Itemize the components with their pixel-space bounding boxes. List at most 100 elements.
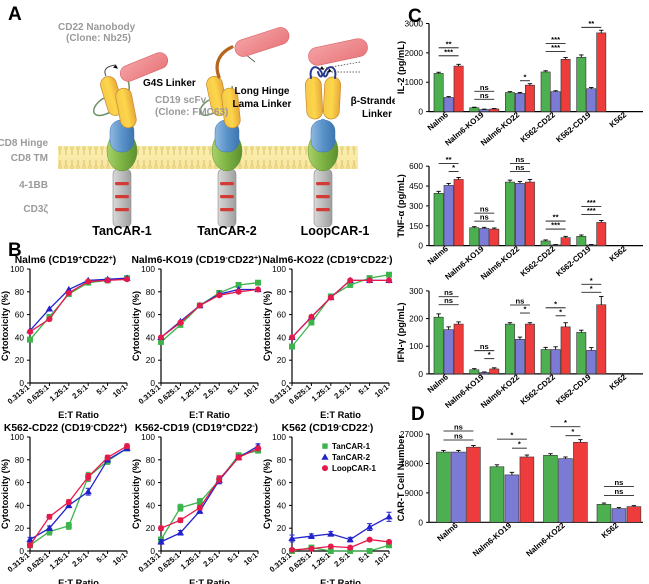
svg-text:100: 100 xyxy=(10,432,24,442)
svg-text:CD8 TM: CD8 TM xyxy=(11,153,48,164)
svg-text:TanCAR-2: TanCAR-2 xyxy=(197,224,257,238)
svg-text:100: 100 xyxy=(272,264,286,274)
svg-text:2.5:1: 2.5:1 xyxy=(201,382,221,401)
svg-text:K562: K562 xyxy=(608,372,629,392)
svg-text:Cytotoxicity (%): Cytotoxicity (%) xyxy=(262,459,272,529)
svg-text:0: 0 xyxy=(418,107,423,117)
svg-text:E:T Ratio: E:T Ratio xyxy=(58,410,99,420)
svg-text:1.25:1: 1.25:1 xyxy=(179,550,202,571)
svg-text:10:1: 10:1 xyxy=(111,382,129,399)
svg-text:K562-CD19: K562-CD19 xyxy=(554,110,593,144)
svg-text:200: 200 xyxy=(409,314,423,324)
svg-text:0.625:1: 0.625:1 xyxy=(25,382,51,406)
svg-text:100: 100 xyxy=(409,341,423,351)
svg-text:*: * xyxy=(554,299,557,308)
svg-text:*: * xyxy=(590,284,593,293)
svg-text:ns: ns xyxy=(480,213,489,222)
svg-text:***: *** xyxy=(551,221,560,230)
svg-text:80: 80 xyxy=(146,455,156,465)
svg-text:80: 80 xyxy=(15,287,25,297)
svg-text:E:T Ratio: E:T Ratio xyxy=(320,410,361,420)
svg-text:*: * xyxy=(510,431,513,440)
svg-text:40: 40 xyxy=(15,500,25,510)
svg-text:E:T Ratio: E:T Ratio xyxy=(320,578,361,584)
svg-text:0.625:1: 0.625:1 xyxy=(156,382,182,406)
svg-text:10:1: 10:1 xyxy=(373,550,391,567)
svg-text:100: 100 xyxy=(141,432,155,442)
svg-text:300: 300 xyxy=(409,286,423,296)
svg-text:***: *** xyxy=(444,47,453,56)
svg-text:2.5:1: 2.5:1 xyxy=(70,382,90,401)
svg-text:2.5:1: 2.5:1 xyxy=(70,550,90,569)
svg-text:Long Hinge: Long Hinge xyxy=(235,86,290,97)
svg-text:Cytotoxicity (%): Cytotoxicity (%) xyxy=(131,459,141,529)
svg-text:*: * xyxy=(488,350,491,359)
svg-text:80: 80 xyxy=(146,287,156,297)
svg-text:150: 150 xyxy=(409,221,423,231)
svg-text:20: 20 xyxy=(146,523,156,533)
svg-text:80: 80 xyxy=(277,287,287,297)
svg-text:10:1: 10:1 xyxy=(242,382,260,399)
svg-text:2000: 2000 xyxy=(405,48,424,58)
svg-text:**: ** xyxy=(588,20,594,28)
svg-text:TNF-α (pg/mL): TNF-α (pg/mL) xyxy=(396,174,406,238)
svg-text:TanCAR-1: TanCAR-1 xyxy=(92,224,152,238)
svg-text:3000: 3000 xyxy=(405,20,424,29)
svg-text:40: 40 xyxy=(15,332,25,342)
svg-text:4-1BB: 4-1BB xyxy=(19,180,48,191)
svg-text:Cytotoxicity (%): Cytotoxicity (%) xyxy=(131,291,141,361)
svg-text:60: 60 xyxy=(15,310,25,320)
svg-text:80: 80 xyxy=(15,455,25,465)
svg-text:20: 20 xyxy=(277,355,287,365)
svg-text:K562-CD19: K562-CD19 xyxy=(554,244,593,278)
svg-text:100: 100 xyxy=(272,432,286,442)
svg-text:0: 0 xyxy=(418,369,423,379)
svg-text:40: 40 xyxy=(146,332,156,342)
svg-text:20: 20 xyxy=(277,523,287,533)
svg-text:*: * xyxy=(571,427,574,436)
svg-text:LoopCAR-1: LoopCAR-1 xyxy=(332,464,377,473)
svg-text:K562-CD22: K562-CD22 xyxy=(519,244,558,278)
svg-text:***: *** xyxy=(587,206,596,215)
svg-text:*: * xyxy=(564,420,567,427)
svg-text:300: 300 xyxy=(409,201,423,211)
svg-text:80: 80 xyxy=(277,455,287,465)
svg-text:E:T Ratio: E:T Ratio xyxy=(189,578,230,584)
svg-text:K562: K562 xyxy=(608,110,629,130)
svg-text:K562: K562 xyxy=(608,244,629,264)
svg-text:Nalm6-KO19: Nalm6-KO19 xyxy=(471,521,514,559)
svg-text:60: 60 xyxy=(15,478,25,488)
svg-text:60: 60 xyxy=(146,478,156,488)
svg-text:100: 100 xyxy=(10,264,24,274)
svg-text:Cytotoxicity (%): Cytotoxicity (%) xyxy=(0,459,10,529)
svg-text:ns: ns xyxy=(454,422,463,431)
svg-text:*: * xyxy=(452,163,455,172)
svg-text:LoopCAR-1: LoopCAR-1 xyxy=(301,224,370,238)
svg-text:**: ** xyxy=(446,155,452,164)
svg-text:60: 60 xyxy=(277,310,287,320)
svg-text:10:1: 10:1 xyxy=(111,550,129,567)
svg-text:K562-CD19: K562-CD19 xyxy=(554,372,593,406)
svg-text:1.25:1: 1.25:1 xyxy=(48,382,71,403)
svg-text:40: 40 xyxy=(146,500,156,510)
svg-text:TanCAR-1: TanCAR-1 xyxy=(332,442,371,451)
svg-text:CD3ζ: CD3ζ xyxy=(23,204,48,215)
svg-text:ns: ns xyxy=(614,487,623,496)
svg-text:0: 0 xyxy=(418,241,423,251)
svg-text:CD22 Nanobody: CD22 Nanobody xyxy=(58,22,136,33)
svg-text:*: * xyxy=(559,307,562,316)
svg-text:K562: K562 xyxy=(600,521,621,541)
svg-text:0.625:1: 0.625:1 xyxy=(25,550,51,574)
svg-text:20: 20 xyxy=(146,355,156,365)
svg-text:10:1: 10:1 xyxy=(373,382,391,399)
svg-text:*: * xyxy=(523,72,526,81)
svg-text:1000: 1000 xyxy=(405,77,424,87)
svg-text:(Clone: FMC63): (Clone: FMC63) xyxy=(155,107,228,118)
svg-text:Nalm6: Nalm6 xyxy=(426,244,451,267)
svg-text:K562-CD22: K562-CD22 xyxy=(519,110,558,144)
svg-text:ns: ns xyxy=(480,91,489,100)
svg-text:0.625:1: 0.625:1 xyxy=(156,550,182,574)
svg-text:10:1: 10:1 xyxy=(242,550,260,567)
svg-text:60: 60 xyxy=(146,310,156,320)
svg-text:IFN-γ (pg/mL): IFN-γ (pg/mL) xyxy=(396,302,406,362)
